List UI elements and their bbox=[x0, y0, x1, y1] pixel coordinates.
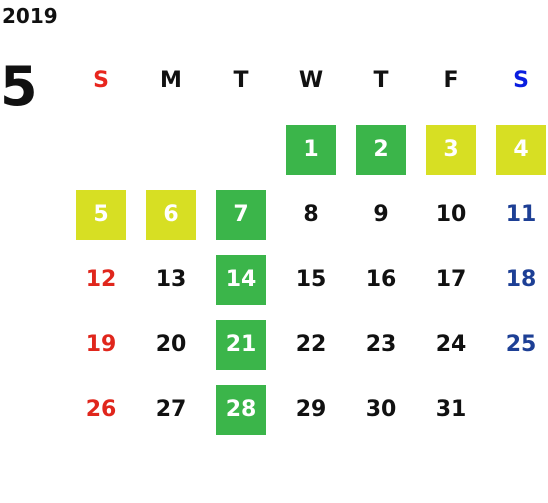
weekday-header: F bbox=[443, 68, 459, 93]
highlighted-day: 3 bbox=[426, 125, 476, 175]
highlighted-day: 2 bbox=[356, 125, 406, 175]
day: 13 bbox=[155, 267, 187, 292]
day: 15 bbox=[295, 267, 327, 292]
day: 25 bbox=[505, 332, 537, 357]
highlighted-day: 1 bbox=[286, 125, 336, 175]
year: 2019 bbox=[2, 4, 58, 28]
weekday-header: M bbox=[160, 68, 182, 93]
highlighted-day: 6 bbox=[146, 190, 196, 240]
day: 27 bbox=[155, 397, 187, 422]
day: 16 bbox=[365, 267, 397, 292]
day: 18 bbox=[505, 267, 537, 292]
weekday-header: W bbox=[298, 68, 324, 93]
day: 8 bbox=[303, 202, 319, 227]
day: 11 bbox=[505, 202, 537, 227]
day: 24 bbox=[435, 332, 467, 357]
day: 17 bbox=[435, 267, 467, 292]
day: 22 bbox=[295, 332, 327, 357]
day: 23 bbox=[365, 332, 397, 357]
weekday-header: S bbox=[93, 68, 109, 93]
month: 5 bbox=[0, 55, 38, 118]
day: 26 bbox=[85, 397, 117, 422]
weekday-header: T bbox=[233, 68, 249, 93]
highlighted-day: 14 bbox=[216, 255, 266, 305]
day: 30 bbox=[365, 397, 397, 422]
day: 12 bbox=[85, 267, 117, 292]
day: 31 bbox=[435, 397, 467, 422]
highlighted-day: 7 bbox=[216, 190, 266, 240]
highlighted-day: 4 bbox=[496, 125, 546, 175]
weekday-header: S bbox=[513, 68, 529, 93]
day: 29 bbox=[295, 397, 327, 422]
day: 10 bbox=[435, 202, 467, 227]
highlighted-day: 28 bbox=[216, 385, 266, 435]
day: 20 bbox=[155, 332, 187, 357]
weekday-header: T bbox=[373, 68, 389, 93]
day: 19 bbox=[85, 332, 117, 357]
highlighted-day: 5 bbox=[76, 190, 126, 240]
day: 9 bbox=[373, 202, 389, 227]
highlighted-day: 21 bbox=[216, 320, 266, 370]
